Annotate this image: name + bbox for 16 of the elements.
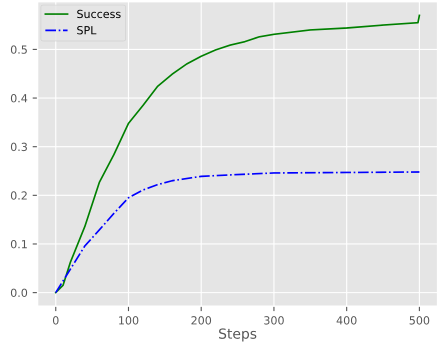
y-tick-label: 0.0 xyxy=(10,288,28,297)
y-tick-label: 0.4 xyxy=(10,94,28,102)
x-tick-label: 300 xyxy=(264,316,284,325)
legend-label: SPL xyxy=(77,26,96,34)
x-tick-label: 0 xyxy=(52,316,59,325)
y-tick-label: 0.5 xyxy=(10,45,27,54)
y-tick-label: 0.3 xyxy=(10,142,27,152)
line-series xyxy=(54,171,420,294)
x-tick-label: 100 xyxy=(119,316,138,325)
x-tick-label: 500 xyxy=(410,316,430,325)
x-tick-label: 400 xyxy=(336,316,357,325)
x-axis-title: Steps xyxy=(219,328,256,342)
y-tick-label: 0.2 xyxy=(10,191,27,200)
y-tick-label: 0.1 xyxy=(10,240,27,248)
x-tick-label: 200 xyxy=(191,316,212,325)
legend-label: Success xyxy=(77,10,121,18)
